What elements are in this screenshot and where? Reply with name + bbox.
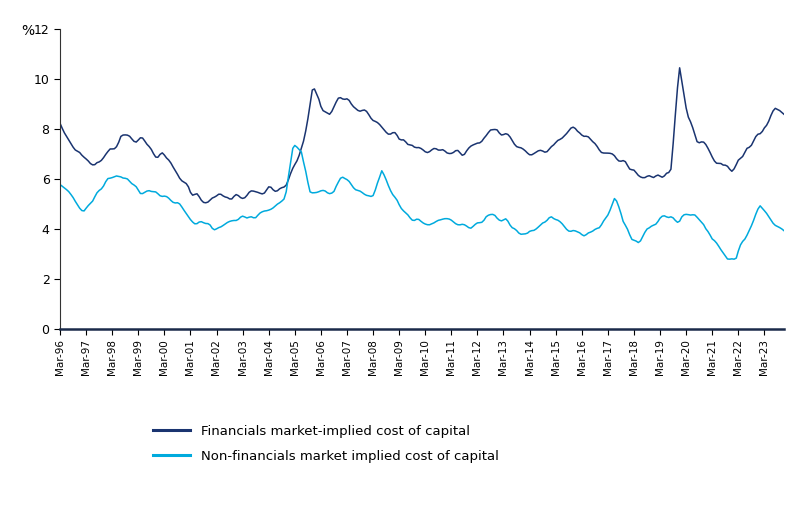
Line: Non-financials market implied cost of capital: Non-financials market implied cost of ca… — [60, 145, 784, 259]
Line: Financials market-implied cost of capital: Financials market-implied cost of capita… — [60, 68, 784, 203]
Y-axis label: %: % — [21, 24, 34, 38]
Legend: Financials market-implied cost of capital, Non-financials market implied cost of: Financials market-implied cost of capita… — [154, 425, 499, 463]
